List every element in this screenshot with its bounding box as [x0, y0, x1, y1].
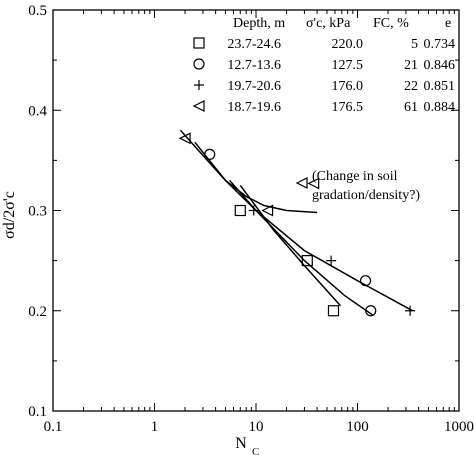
- legend: Depth, m σ'c, kPa FC, % e 23.7-24.6 220.0 5 0.7…: [192, 16, 456, 115]
- legend-marker-square: [193, 37, 205, 49]
- legend-header: e: [445, 16, 451, 31]
- legend-cell: 18.7-19.6: [227, 100, 281, 115]
- legend-cell: 0.851: [424, 79, 456, 94]
- legend-cell: 23.7-24.6: [227, 37, 281, 52]
- y-axis-label: σd/2σ'c: [1, 191, 18, 239]
- x-axis-label-subscript: C: [252, 446, 259, 457]
- fit-line-circle: [229, 179, 373, 316]
- legend-cell: 0.846: [424, 58, 456, 73]
- data-point-triangle-left: [261, 204, 274, 217]
- annotation-line-2: gradation/density?): [312, 188, 420, 203]
- legend-cell: 5: [411, 37, 418, 52]
- x-tick-label: 100: [346, 419, 369, 435]
- data-point-plus: [326, 255, 337, 266]
- x-axis-label: N: [235, 435, 247, 452]
- legend-cell: 0.884: [424, 100, 456, 115]
- data-point-square: [327, 305, 340, 317]
- y-tick-label: 0.5: [28, 3, 47, 19]
- y-tick-label: 0.2: [28, 304, 47, 320]
- legend-header: Depth, m: [233, 16, 285, 31]
- legend-cell: 220.0: [332, 37, 364, 52]
- legend-marker-plus: [194, 80, 204, 90]
- annotation: (Change in soil gradation/density?): [295, 169, 420, 203]
- data-point-circle: [365, 305, 377, 317]
- legend-cell: 176.0: [332, 79, 364, 94]
- annotation-triangle-marker: [295, 177, 308, 189]
- legend-cell: 176.5: [332, 100, 364, 115]
- legend-cell: 19.7-20.6: [227, 79, 281, 94]
- data-point-plus: [248, 205, 259, 216]
- axis-ticks: 0.1 1 10 100 1000 0.1 0.2 0.3 0.4 0.5: [28, 3, 474, 435]
- annotation-line-1: (Change in soil: [312, 169, 398, 184]
- y-tick-label: 0.3: [28, 204, 47, 220]
- x-tick-label: 10: [249, 419, 264, 435]
- legend-cell: 12.7-13.6: [227, 58, 281, 73]
- legend-header: σ'c, kPa: [306, 16, 351, 31]
- legend-cell: 127.5: [332, 58, 364, 73]
- data-point-square: [301, 255, 313, 267]
- fit-lines: [179, 129, 414, 316]
- x-tick-label: 1: [151, 419, 159, 435]
- legend-header: FC, %: [373, 16, 409, 31]
- x-tick-label: 1000: [444, 419, 474, 435]
- legend-cell: 21: [404, 58, 418, 73]
- legend-marker-circle: [193, 58, 205, 70]
- legend-cell: 61: [404, 100, 418, 115]
- fit-line-triangle-left: [179, 129, 318, 214]
- data-point-triangle-left: [307, 177, 320, 190]
- data-point-circle: [204, 148, 216, 160]
- data-point-plus: [405, 305, 416, 316]
- y-tick-label: 0.4: [28, 103, 47, 119]
- data-point-circle: [359, 275, 372, 287]
- fit-line-square: [239, 184, 342, 307]
- fit-line-plus: [194, 141, 414, 312]
- data-point-square: [234, 204, 246, 217]
- x-tick-label: 0.1: [44, 419, 63, 435]
- x-axis-title: N C: [235, 435, 259, 457]
- data-point-triangle-left: [178, 132, 191, 145]
- legend-marker-triangle-left: [192, 100, 205, 112]
- legend-cell: 22: [404, 79, 418, 94]
- data-markers: [178, 132, 416, 317]
- annotation-marker: [295, 177, 308, 189]
- legend-cell: 0.734: [424, 37, 456, 52]
- y-tick-label: 0.1: [28, 404, 47, 420]
